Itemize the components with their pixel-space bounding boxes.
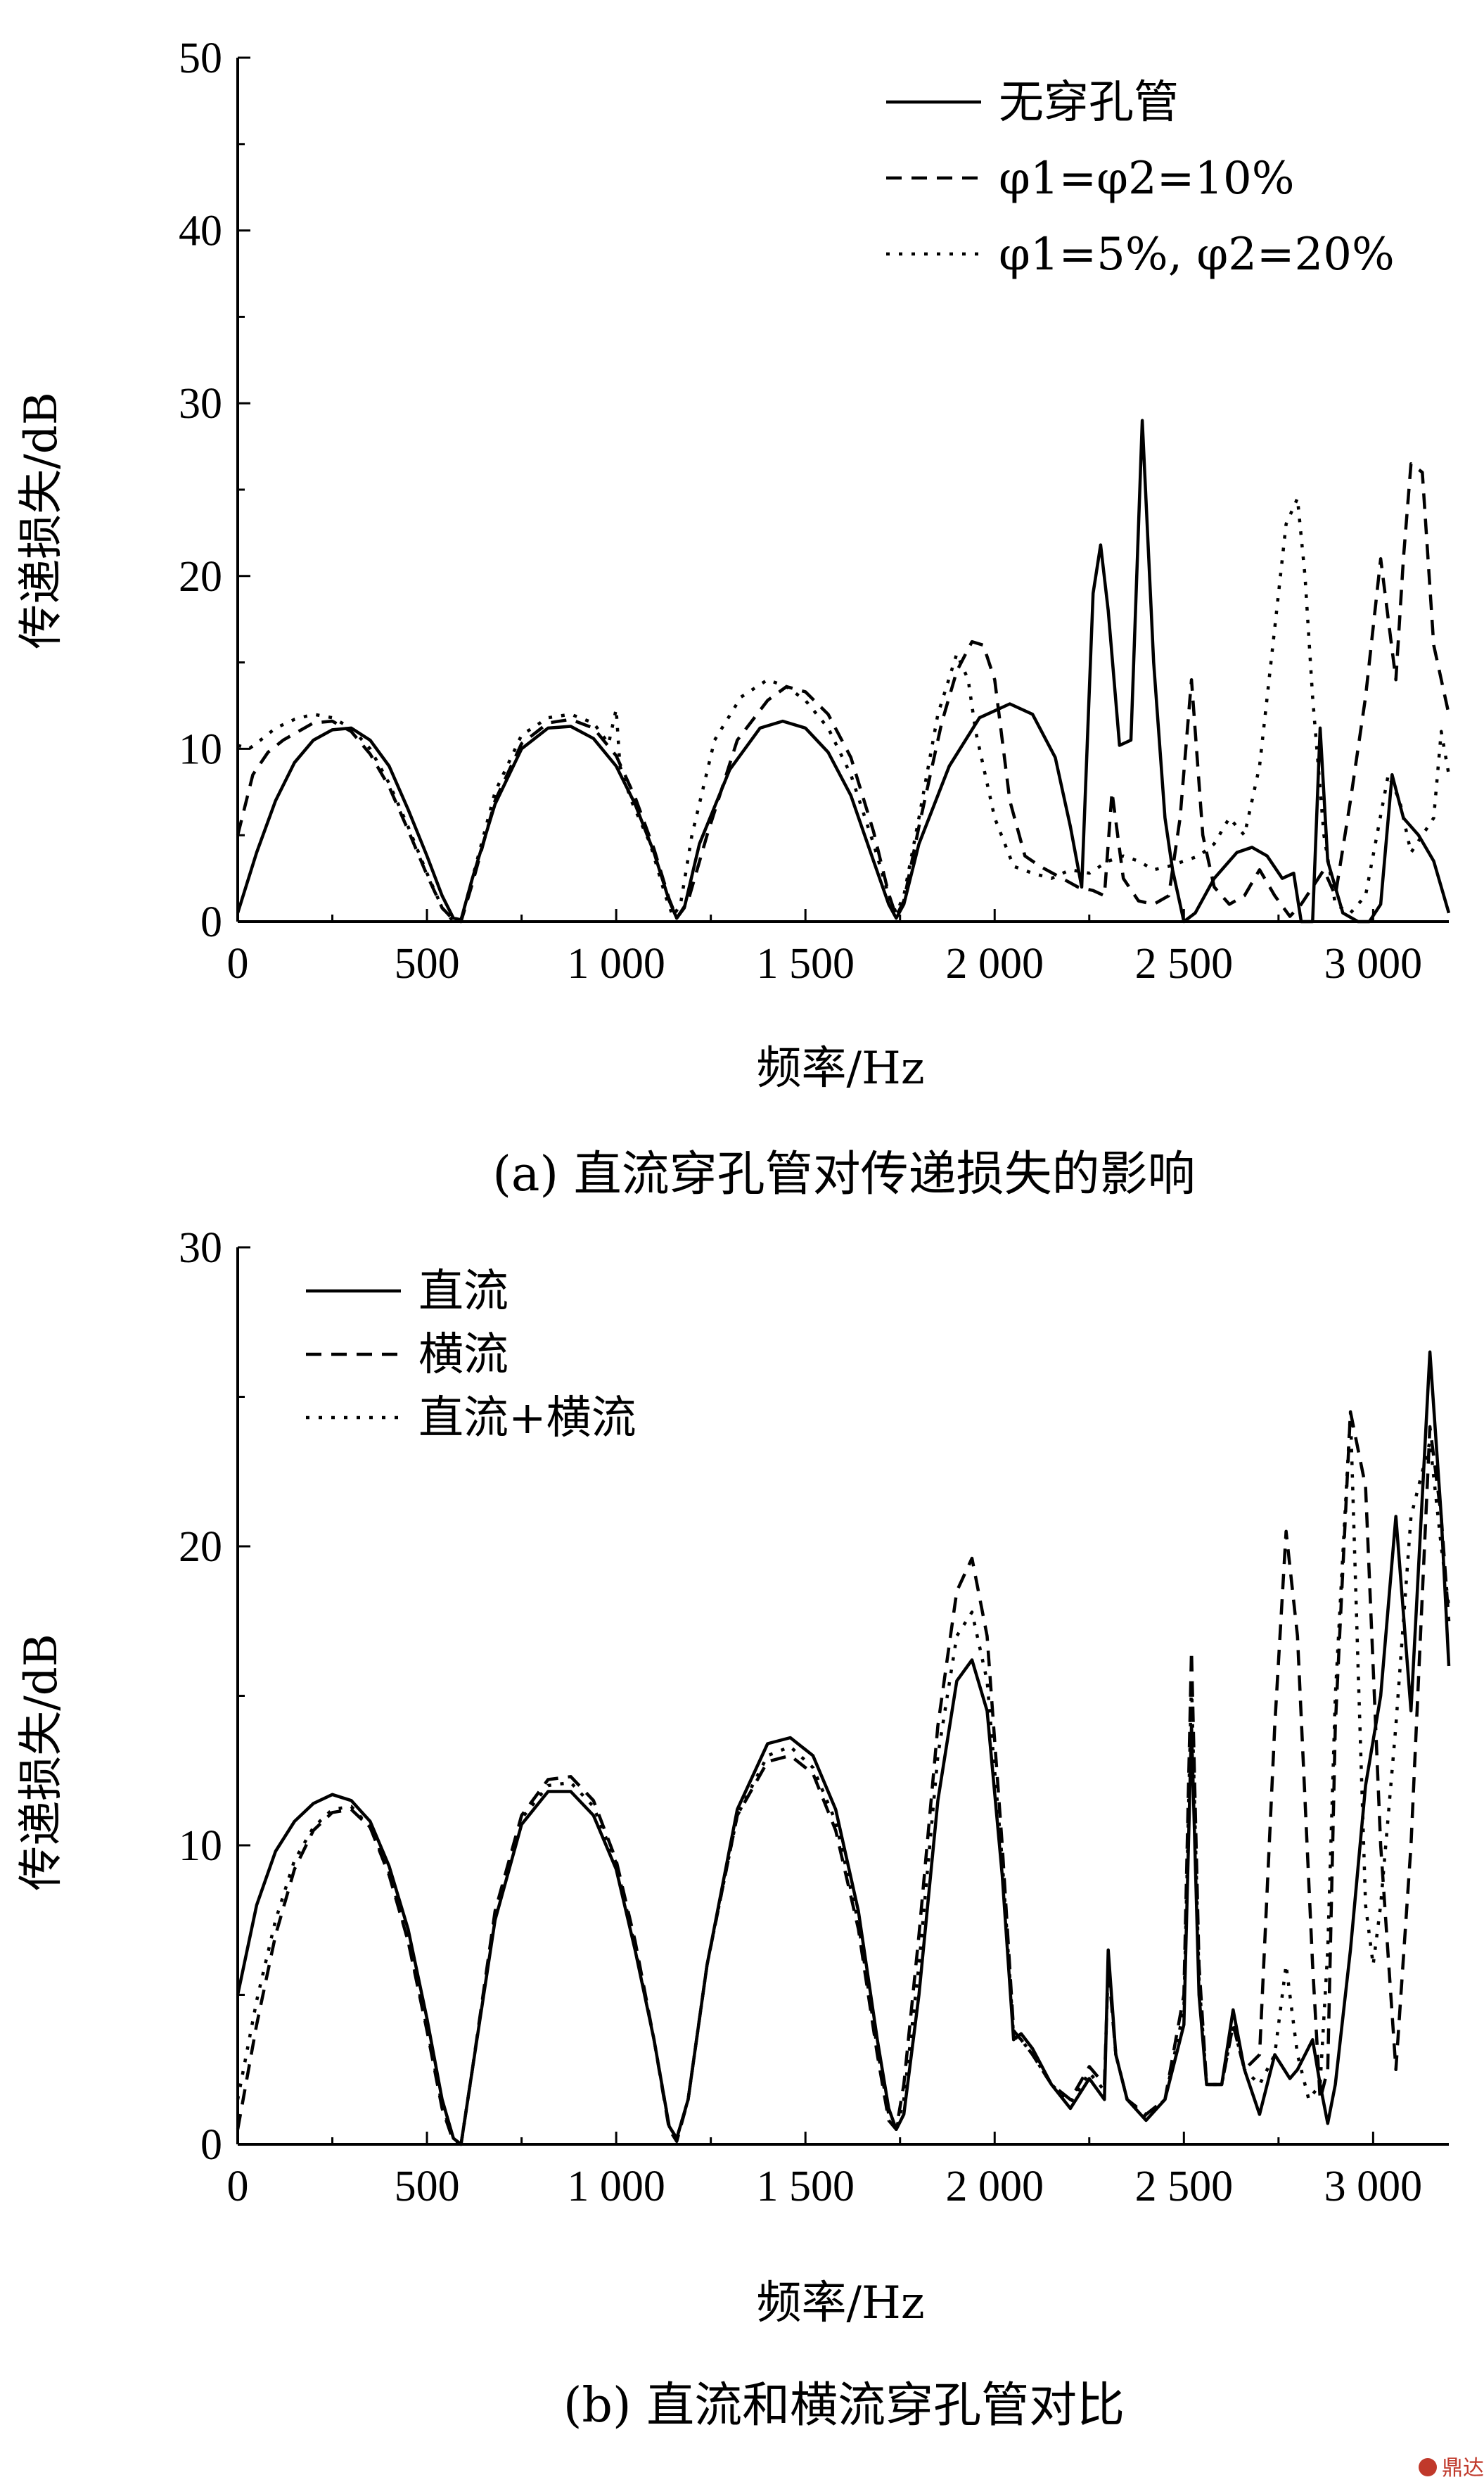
y-tick-label: 20 [179,1523,222,1571]
panel-b-chart: 0 10 20 30 0 500 1 000 1 500 2 000 2 500 3 000 直流横… [15,1224,1451,2433]
x-tick-label: 3 000 [1324,940,1423,988]
y-tick-label: 30 [179,1224,222,1272]
panel-a-legend: 无穿孔管 φ1=φ2=10% φ1=5%, φ2=20% [886,77,1395,281]
series-line-dotted [236,1410,1451,2146]
series-line-solid [236,419,1451,924]
panel-b-y-axis-label: 传递损失/dB [15,1634,68,1891]
x-tick-label: 0 [227,940,249,988]
panel-a-caption: (a) 直流穿孔管对传递损失的影响 [492,1147,1195,1202]
panel-a-plot-area [236,419,1451,924]
watermark-logo-icon [1419,2458,1437,2476]
x-tick-label: 1 000 [567,940,665,988]
legend-label: 横流 [418,1329,508,1381]
x-tick-label: 500 [395,2163,460,2210]
panel-b-ticks: 0 10 20 30 0 500 1 000 1 500 2 000 2 500 3 000 [179,1224,1422,2210]
series-line-dotted [237,497,1451,924]
x-tick-label: 2 000 [946,940,1044,988]
watermark-text: 鼎达信 [1442,2456,1484,2481]
series-line-dashed [236,1410,1451,2146]
series-line-dashed [236,462,1451,924]
x-tick-label: 1 500 [756,940,855,988]
legend-label: 无穿孔管 [999,77,1179,129]
panel-a-x-axis-label: 频率/Hz [756,1043,924,1095]
y-tick-label: 20 [179,553,222,601]
legend-label: 直流+横流 [418,1392,637,1444]
x-tick-label: 500 [395,940,460,988]
panel-b-axes [236,1247,1449,2146]
y-tick-label: 50 [179,34,222,82]
legend-label: φ1=φ2=10% [999,153,1295,205]
x-tick-label: 0 [227,2163,249,2210]
x-tick-label: 2 500 [1135,940,1234,988]
x-tick-label: 1 000 [567,2163,665,2210]
legend-label: φ1=5%, φ2=20% [999,229,1395,281]
y-tick-label: 10 [179,1822,222,1870]
y-tick-label: 0 [200,2121,222,2169]
y-tick-label: 40 [179,208,222,255]
panel-b-plot-area [236,1350,1451,2146]
y-tick-label: 0 [200,898,222,946]
x-tick-label: 1 500 [756,2163,855,2210]
x-tick-label: 2 500 [1135,2163,1234,2210]
watermark: 鼎达信 [1419,2456,1484,2481]
panel-b-x-axis-label: 频率/Hz [756,2277,924,2329]
x-tick-label: 3 000 [1324,2163,1423,2210]
legend-label: 直流 [418,1266,508,1318]
panel-a-y-axis-label: 传递损失/dB [15,392,68,649]
x-tick-label: 2 000 [946,2163,1044,2210]
panel-b-caption: (b) 直流和横流穿孔管对比 [563,2378,1125,2433]
y-tick-label: 30 [179,380,222,428]
y-tick-label: 10 [179,725,222,773]
series-line-solid [236,1350,1451,2146]
